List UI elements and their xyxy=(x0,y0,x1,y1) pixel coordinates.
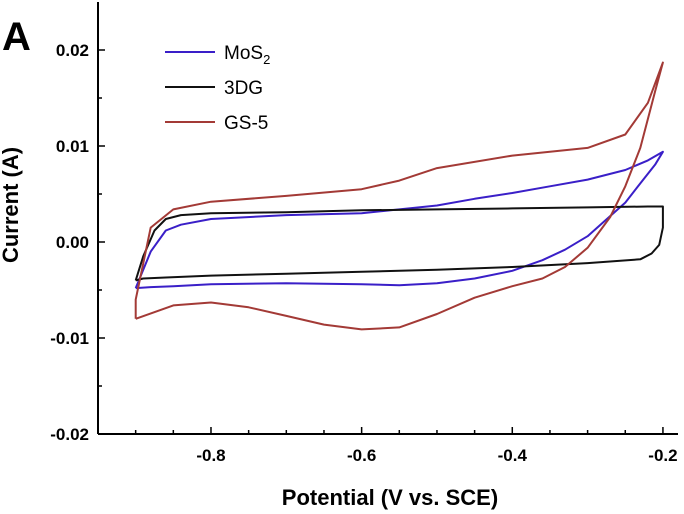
x-tick-label: -0.4 xyxy=(498,446,528,465)
legend-label: GS-5 xyxy=(224,113,268,134)
legend-label: MoS2 xyxy=(224,43,270,67)
legend: MoS2 3DG GS-5 xyxy=(165,43,270,134)
y-tick-label: 0.01 xyxy=(56,137,89,156)
x-tick-label: -0.6 xyxy=(347,446,376,465)
y-tick-label: 0.02 xyxy=(56,41,89,60)
series-lines xyxy=(134,61,664,331)
x-axis-title: Potential (V vs. SCE) xyxy=(282,485,498,510)
y-tick-label: 0.00 xyxy=(56,233,89,252)
y-tick-label: -0.01 xyxy=(50,329,89,348)
y-axis-title: Current (A) xyxy=(0,147,23,263)
series-line-3dg xyxy=(134,205,664,282)
x-tick-label: -0.2 xyxy=(648,446,677,465)
axes xyxy=(97,2,678,435)
legend-label: 3DG xyxy=(224,78,263,99)
series-line-mos xyxy=(134,150,664,290)
series-line-gs-5 xyxy=(134,61,664,331)
y-tick-label: -0.02 xyxy=(50,425,89,444)
ticks: -0.02 -0.01 0.00 0.01 0.02 -0.8 -0.6 -0.4 -0.2 xyxy=(50,41,677,465)
panel-label: A xyxy=(2,15,31,59)
x-tick-label: -0.8 xyxy=(196,446,225,465)
